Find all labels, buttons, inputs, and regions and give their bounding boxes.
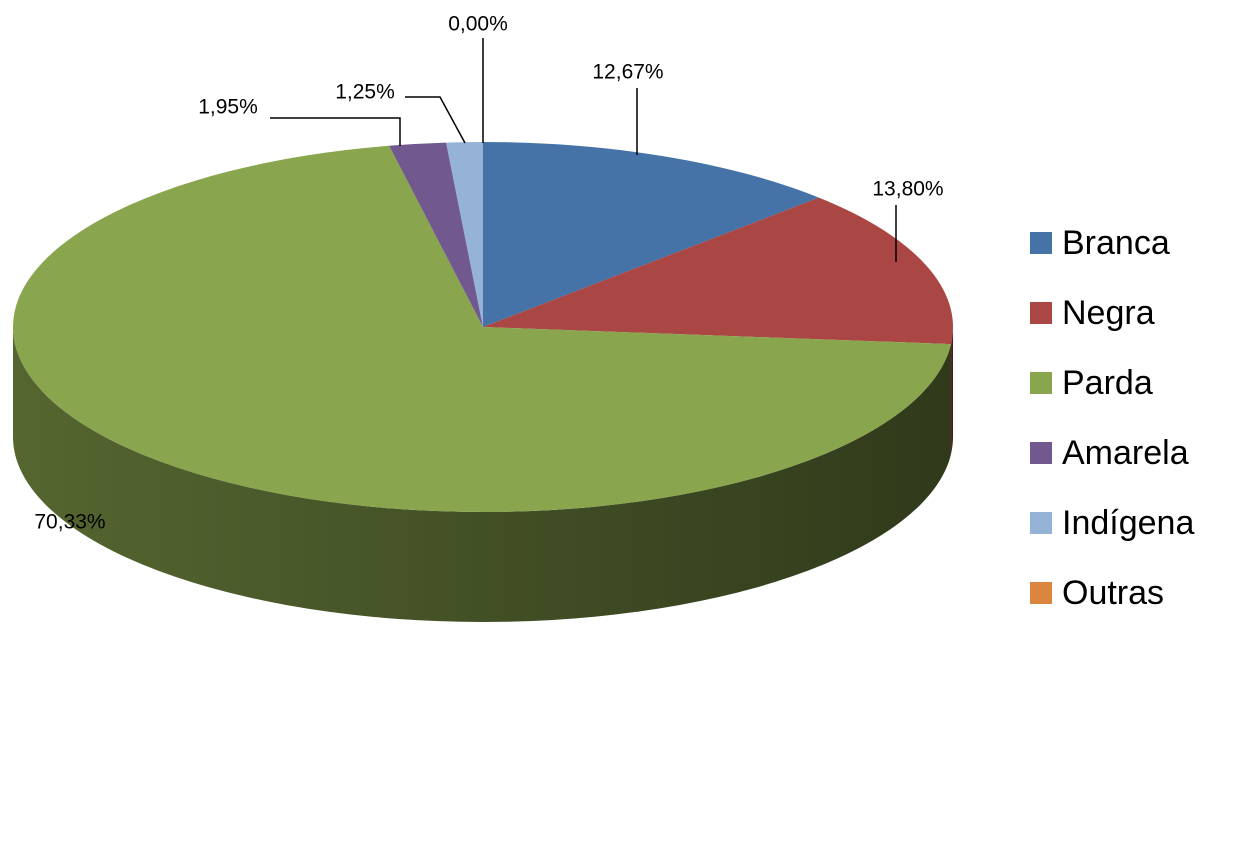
legend-label: Negra <box>1062 294 1155 332</box>
legend-swatch <box>1030 372 1052 394</box>
leader-line <box>270 117 401 146</box>
data-label: 70,33% <box>34 511 105 534</box>
legend-label: Branca <box>1062 224 1170 262</box>
slice <box>389 142 483 327</box>
legend-label: Indígena <box>1062 504 1194 542</box>
data-label: 1,25% <box>335 81 395 104</box>
legend-swatch <box>1030 512 1052 534</box>
legend-label: Outras <box>1062 574 1164 612</box>
legend-label: Parda <box>1062 364 1153 402</box>
slice <box>446 142 483 327</box>
slice <box>12 145 951 513</box>
slice-side <box>13 327 951 622</box>
slice <box>483 142 819 327</box>
legend-swatch <box>1030 302 1052 324</box>
leader-line <box>405 96 466 144</box>
slice <box>483 197 953 345</box>
legend-swatch <box>1030 442 1052 464</box>
data-label: 0,00% <box>448 13 508 36</box>
data-label: 12,67% <box>592 61 663 84</box>
legend-swatch <box>1030 582 1052 604</box>
data-label: 1,95% <box>198 96 258 119</box>
data-label: 13,80% <box>872 178 943 201</box>
legend-swatch <box>1030 232 1052 254</box>
slice-side <box>950 327 953 455</box>
legend-label: Amarela <box>1062 434 1189 472</box>
